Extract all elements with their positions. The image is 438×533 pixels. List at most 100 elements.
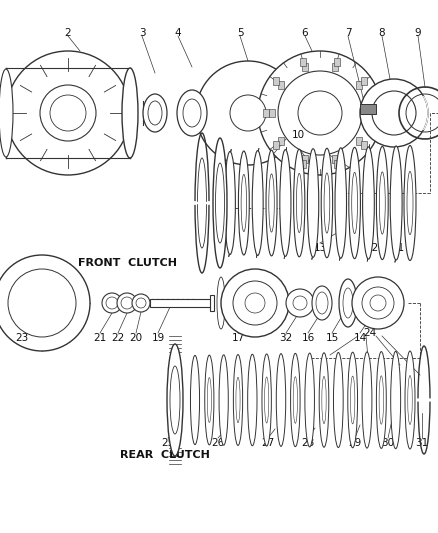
Ellipse shape	[265, 377, 269, 423]
Ellipse shape	[207, 377, 212, 423]
Ellipse shape	[290, 353, 300, 447]
Circle shape	[40, 85, 96, 141]
Text: FRONT  CLUTCH: FRONT CLUTCH	[78, 258, 177, 268]
Ellipse shape	[321, 148, 332, 258]
Bar	[360, 77, 367, 85]
Text: 22: 22	[111, 333, 125, 343]
Text: 20: 20	[130, 333, 142, 343]
Text: 9: 9	[415, 28, 421, 38]
Ellipse shape	[177, 90, 207, 136]
Ellipse shape	[241, 174, 247, 232]
Ellipse shape	[205, 355, 214, 445]
Bar	[300, 160, 306, 168]
Text: 31: 31	[415, 438, 429, 448]
Ellipse shape	[379, 376, 384, 424]
Bar	[278, 137, 284, 145]
Circle shape	[121, 297, 133, 309]
Bar	[334, 160, 340, 168]
Text: REAR  CLUTCH: REAR CLUTCH	[120, 450, 210, 460]
Text: 21: 21	[93, 333, 106, 343]
Ellipse shape	[266, 150, 277, 256]
Text: 32: 32	[279, 333, 293, 343]
Ellipse shape	[408, 376, 412, 424]
Bar	[332, 63, 338, 71]
Bar	[356, 137, 362, 145]
Ellipse shape	[219, 355, 228, 445]
Ellipse shape	[167, 344, 183, 456]
Ellipse shape	[352, 172, 357, 233]
Text: 26: 26	[212, 438, 225, 448]
Circle shape	[278, 71, 362, 155]
Circle shape	[102, 293, 122, 313]
Ellipse shape	[319, 353, 329, 447]
Ellipse shape	[170, 366, 180, 434]
Bar	[278, 81, 284, 89]
Ellipse shape	[143, 94, 167, 132]
Text: 4: 4	[175, 28, 181, 38]
Ellipse shape	[215, 163, 225, 243]
Circle shape	[233, 281, 277, 325]
Bar	[273, 141, 279, 149]
Ellipse shape	[348, 352, 357, 448]
Ellipse shape	[191, 356, 200, 445]
Ellipse shape	[343, 288, 353, 318]
Bar	[273, 77, 279, 85]
Ellipse shape	[312, 286, 332, 320]
Ellipse shape	[391, 351, 401, 449]
Text: 6: 6	[302, 28, 308, 38]
Ellipse shape	[0, 69, 13, 157]
Bar	[302, 63, 308, 71]
Circle shape	[293, 296, 307, 310]
Circle shape	[362, 287, 394, 319]
Ellipse shape	[307, 149, 319, 257]
Ellipse shape	[238, 151, 249, 255]
Ellipse shape	[148, 101, 162, 125]
Bar	[365, 109, 371, 117]
Ellipse shape	[236, 377, 240, 423]
Ellipse shape	[390, 146, 402, 260]
Bar	[269, 109, 275, 117]
Circle shape	[372, 91, 416, 135]
Text: 17: 17	[231, 333, 245, 343]
Bar	[210, 295, 214, 311]
Text: 2: 2	[65, 28, 71, 38]
Circle shape	[8, 269, 76, 337]
Ellipse shape	[280, 150, 291, 256]
Ellipse shape	[407, 172, 413, 235]
Ellipse shape	[297, 173, 302, 232]
Ellipse shape	[213, 138, 227, 268]
Text: 16: 16	[301, 333, 314, 343]
Ellipse shape	[350, 376, 355, 424]
Circle shape	[221, 269, 289, 337]
Ellipse shape	[233, 354, 243, 446]
Circle shape	[360, 79, 428, 147]
Circle shape	[0, 255, 90, 351]
Text: 27: 27	[261, 438, 275, 448]
Ellipse shape	[225, 151, 235, 255]
Ellipse shape	[339, 279, 357, 327]
Ellipse shape	[217, 277, 225, 329]
Bar	[360, 141, 367, 149]
Ellipse shape	[349, 147, 360, 259]
Circle shape	[230, 95, 266, 131]
Bar	[360, 104, 376, 114]
Ellipse shape	[404, 146, 416, 261]
Text: 28: 28	[301, 438, 314, 448]
Bar	[371, 109, 377, 117]
Text: 25: 25	[161, 438, 175, 448]
Circle shape	[50, 95, 86, 131]
Ellipse shape	[183, 99, 201, 127]
Ellipse shape	[376, 352, 386, 448]
Circle shape	[196, 61, 300, 165]
Ellipse shape	[316, 292, 328, 314]
Bar	[300, 58, 306, 66]
Circle shape	[298, 91, 342, 135]
Bar	[332, 155, 338, 163]
Bar	[150, 299, 212, 307]
Text: 30: 30	[381, 438, 395, 448]
Circle shape	[245, 293, 265, 313]
Bar	[356, 81, 362, 89]
Ellipse shape	[293, 149, 305, 257]
Circle shape	[352, 277, 404, 329]
Bar	[302, 155, 308, 163]
